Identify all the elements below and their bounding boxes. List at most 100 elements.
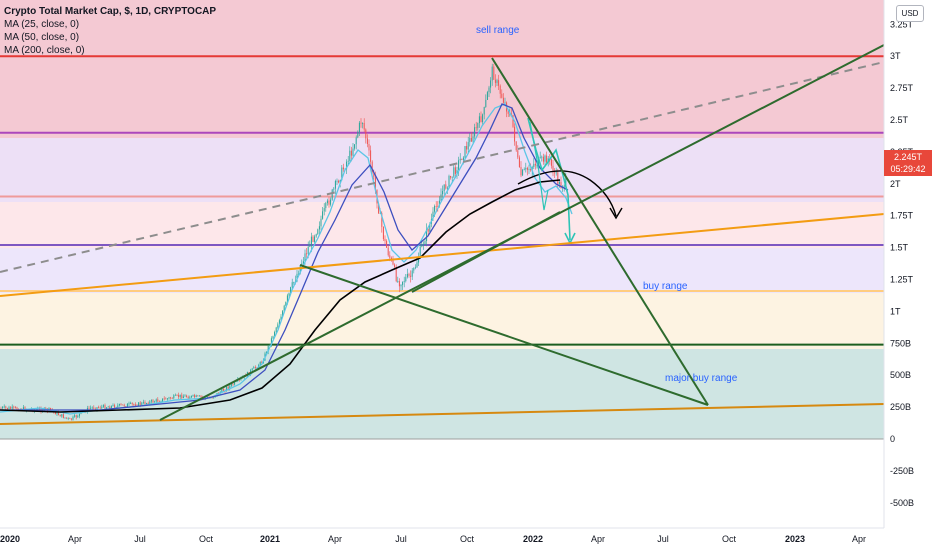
- candle-body: [266, 351, 268, 354]
- candle-body: [126, 403, 128, 407]
- candle-body: [314, 236, 316, 242]
- candle-body: [358, 122, 360, 133]
- candle-body: [442, 191, 444, 195]
- candle-body: [66, 417, 68, 419]
- candle-body: [437, 206, 439, 208]
- currency-button[interactable]: USD: [896, 5, 924, 22]
- candle-body: [274, 332, 276, 337]
- x-tick-label: 2022: [523, 534, 543, 544]
- candle-body: [421, 244, 423, 247]
- candle-body: [286, 295, 288, 302]
- legend-ma200[interactable]: MA (200, close, 0): [4, 45, 85, 56]
- candle-body: [149, 401, 151, 405]
- y-tick-label: 250B: [890, 402, 911, 412]
- candle-body: [486, 92, 488, 100]
- x-tick-label: Apr: [328, 534, 342, 544]
- candle-body: [146, 403, 148, 405]
- candle-body: [370, 150, 372, 162]
- candle-body: [494, 79, 496, 83]
- candle-body: [525, 167, 527, 170]
- candle-body: [117, 405, 119, 408]
- candle-body: [544, 155, 546, 162]
- candle-body: [384, 239, 386, 241]
- candle-body: [563, 185, 565, 188]
- candle-body: [50, 407, 52, 411]
- candle-body: [2, 407, 4, 409]
- candle-body: [75, 415, 77, 418]
- candle-body: [253, 367, 255, 369]
- candle-body: [181, 394, 183, 399]
- candle-body: [443, 184, 445, 192]
- annotation-major-buy-range: major buy range: [665, 373, 738, 384]
- candle-body: [64, 417, 66, 419]
- candle-body: [186, 395, 188, 397]
- candle-body: [379, 212, 381, 214]
- candle-body: [283, 305, 285, 312]
- candle-body: [406, 273, 408, 278]
- candle-body: [78, 413, 80, 417]
- legend-ma50[interactable]: MA (50, close, 0): [4, 32, 80, 43]
- candle-body: [458, 160, 460, 171]
- candle-body: [474, 127, 476, 137]
- candle-body: [360, 122, 362, 124]
- candle-body: [398, 281, 400, 287]
- candle-body: [96, 407, 98, 410]
- candle-body: [280, 316, 282, 321]
- candle-body: [98, 407, 100, 409]
- candle-body: [339, 180, 341, 183]
- candle-body: [61, 414, 63, 417]
- candle-body: [142, 401, 144, 403]
- annotation-sell-range: sell range: [476, 25, 520, 36]
- candle-body: [147, 403, 149, 405]
- candle-body: [150, 400, 152, 402]
- major-buy-zone-band: [0, 349, 884, 439]
- green-triangle-upper: [299, 264, 709, 406]
- candle-body: [394, 264, 396, 268]
- candle-body: [397, 281, 399, 282]
- candle-body: [507, 111, 509, 114]
- candle-body: [350, 150, 352, 156]
- green-triangle-lower: [411, 211, 561, 293]
- candle-body: [445, 184, 447, 189]
- candle-body: [539, 156, 541, 158]
- candle-body: [491, 66, 493, 81]
- candle-body: [475, 127, 477, 129]
- candle-body: [325, 203, 327, 209]
- x-tick-label: Oct: [460, 534, 475, 544]
- candle-body: [206, 396, 208, 398]
- candle-body: [432, 211, 434, 219]
- candle-body: [302, 261, 304, 264]
- candle-body: [462, 157, 464, 160]
- candle-body: [382, 226, 384, 240]
- legend-ma25[interactable]: MA (25, close, 0): [4, 19, 80, 30]
- candle-body: [229, 385, 231, 389]
- candle-body: [6, 407, 8, 409]
- candle-body: [485, 99, 487, 108]
- candle-body: [102, 405, 104, 407]
- candle-body: [190, 395, 192, 398]
- candle-body: [270, 338, 272, 345]
- candle-body: [70, 418, 72, 420]
- candle-body: [5, 406, 7, 408]
- candle-body: [555, 172, 557, 174]
- candle-body: [222, 388, 224, 391]
- candle-body: [381, 212, 383, 227]
- candle-body: [373, 172, 375, 178]
- candle-body: [322, 211, 324, 219]
- candle-body: [182, 396, 184, 399]
- ma50-line: [0, 103, 569, 411]
- candle-body: [106, 407, 108, 409]
- candle-body: [93, 407, 95, 409]
- candle-body: [88, 408, 90, 409]
- candle-body: [520, 166, 522, 176]
- candle-body: [194, 395, 196, 398]
- x-tick-label: Jul: [395, 534, 407, 544]
- candle-body: [184, 395, 186, 397]
- candle-body: [211, 397, 213, 399]
- candle-body: [176, 394, 178, 396]
- candle-body: [170, 397, 172, 399]
- candle-body: [179, 394, 181, 397]
- candle-body: [267, 345, 269, 352]
- y-tick-label: -500B: [890, 498, 914, 508]
